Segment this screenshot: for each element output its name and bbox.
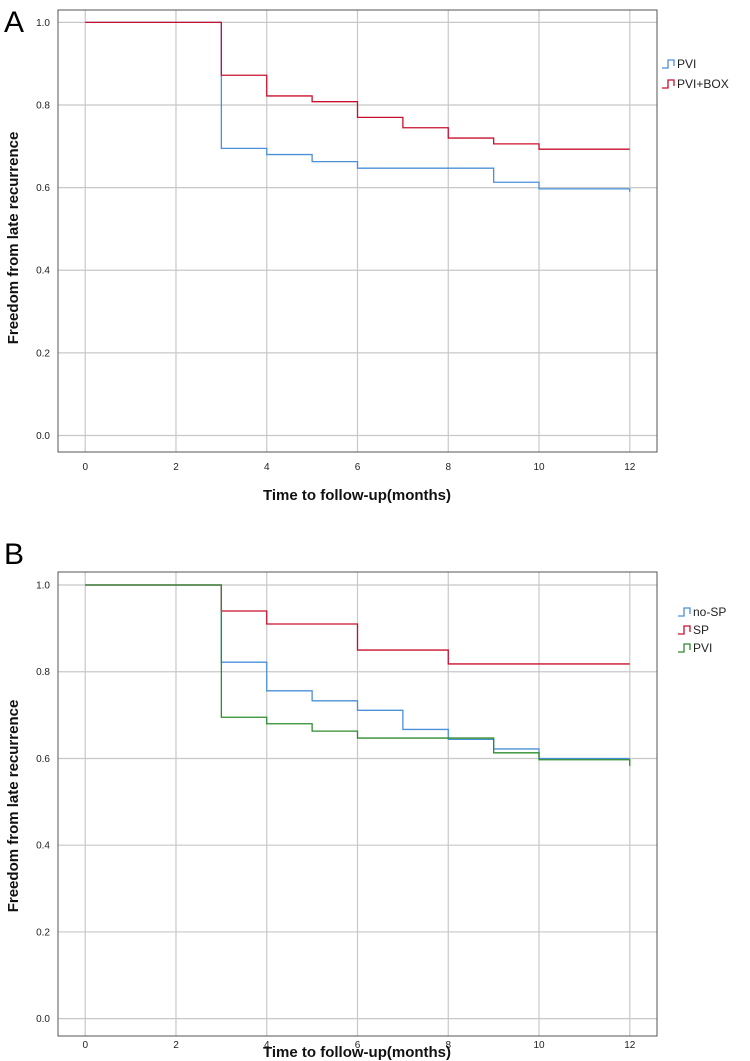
panel-b-legend: no-SP SP PVI xyxy=(678,605,726,655)
panel-b-x-tick-label: 12 xyxy=(624,1040,636,1051)
panel-label-b: B xyxy=(4,538,24,571)
panel-b-y-tick-label: 0.0 xyxy=(36,1014,50,1025)
panel-b-plot-frame xyxy=(57,571,658,1037)
panel-a-grid xyxy=(58,10,657,452)
panel-b-series-no-sp-line xyxy=(85,584,630,760)
panel-a-y-tick-label: 0.0 xyxy=(36,431,50,442)
panel-a-y-tick-label: 0.4 xyxy=(36,266,50,277)
panel-a-legend-label-pvi-box: PVI+BOX xyxy=(677,77,729,91)
panel-b-y-axis-title: Freedom from late recurrence xyxy=(5,700,22,913)
panel-b-x-tick-label: 4 xyxy=(264,1040,270,1051)
panel-b: B 0.0 0.2 0.4 0.6 0.8 1.0 0 2 4 6 8 10 12 Time to f… xyxy=(4,538,726,1061)
panel-a: A 0.0 0.2 0.4 0.6 0.8 1.0 0 2 4 6 8 10 12 Time to f… xyxy=(4,6,729,504)
panel-a-x-tick-label: 2 xyxy=(173,462,179,473)
panel-a-x-tick-label: 12 xyxy=(624,462,636,473)
panel-b-legend-label-no-sp: no-SP xyxy=(693,605,726,619)
panel-label-a: A xyxy=(4,6,24,39)
panel-b-legend-swatch-sp xyxy=(678,625,691,635)
panel-b-x-ticks: 0 2 4 6 8 10 12 xyxy=(82,1040,635,1051)
panel-b-y-tick-label: 0.8 xyxy=(36,667,50,678)
panel-b-legend-swatch-no-sp xyxy=(678,607,691,617)
panel-a-x-tick-label: 0 xyxy=(82,462,88,473)
panel-a-x-tick-label: 8 xyxy=(445,462,451,473)
panel-a-y-tick-label: 1.0 xyxy=(36,18,50,29)
panel-b-y-tick-label: 0.6 xyxy=(36,754,50,765)
panel-a-legend-swatch-pvi-box xyxy=(662,79,675,89)
panel-a-legend: PVI PVI+BOX xyxy=(662,57,729,91)
panel-a-x-tick-label: 4 xyxy=(264,462,270,473)
panel-a-plot-frame xyxy=(57,9,658,453)
panel-a-x-tick-label: 6 xyxy=(355,462,361,473)
panel-a-y-axis-title: Freedom from late recurrence xyxy=(5,132,22,345)
panel-a-x-ticks: 0 2 4 6 8 10 12 xyxy=(82,462,635,473)
panel-b-x-tick-label: 0 xyxy=(82,1040,88,1051)
panel-a-y-tick-label: 0.2 xyxy=(36,348,50,359)
panel-b-y-tick-label: 1.0 xyxy=(36,581,50,592)
panel-a-x-tick-label: 10 xyxy=(533,462,545,473)
panel-a-y-tick-label: 0.8 xyxy=(36,101,50,112)
panel-b-y-tick-label: 0.4 xyxy=(36,841,50,852)
panel-b-x-tick-label: 10 xyxy=(533,1040,545,1051)
panel-b-y-ticks: 0.0 0.2 0.4 0.6 0.8 1.0 xyxy=(36,581,50,1026)
panel-b-x-axis-title: Time to follow-up(months) xyxy=(263,1044,451,1061)
panel-a-series xyxy=(85,21,631,192)
panel-a-series-pvi-line xyxy=(85,21,631,192)
panel-b-x-tick-label: 8 xyxy=(445,1040,451,1051)
panel-a-legend-label-pvi: PVI xyxy=(677,57,696,71)
panel-b-y-tick-label: 0.2 xyxy=(36,927,50,938)
panel-a-legend-swatch-pvi xyxy=(662,59,675,69)
panel-b-legend-label-pvi: PVI xyxy=(693,641,712,655)
panel-a-y-ticks: 0.0 0.2 0.4 0.6 0.8 1.0 xyxy=(36,18,50,442)
panel-b-legend-swatch-pvi xyxy=(678,643,691,653)
panel-b-x-tick-label: 2 xyxy=(173,1040,179,1051)
panel-b-series-pvi-line xyxy=(85,584,631,766)
panel-a-y-tick-label: 0.6 xyxy=(36,183,50,194)
panel-b-legend-label-sp: SP xyxy=(693,623,709,637)
panel-a-series-pvi-box-line xyxy=(85,21,630,150)
panel-b-series xyxy=(85,584,631,766)
panel-a-x-axis-title: Time to follow-up(months) xyxy=(263,487,451,504)
panel-b-x-tick-label: 6 xyxy=(355,1040,361,1051)
